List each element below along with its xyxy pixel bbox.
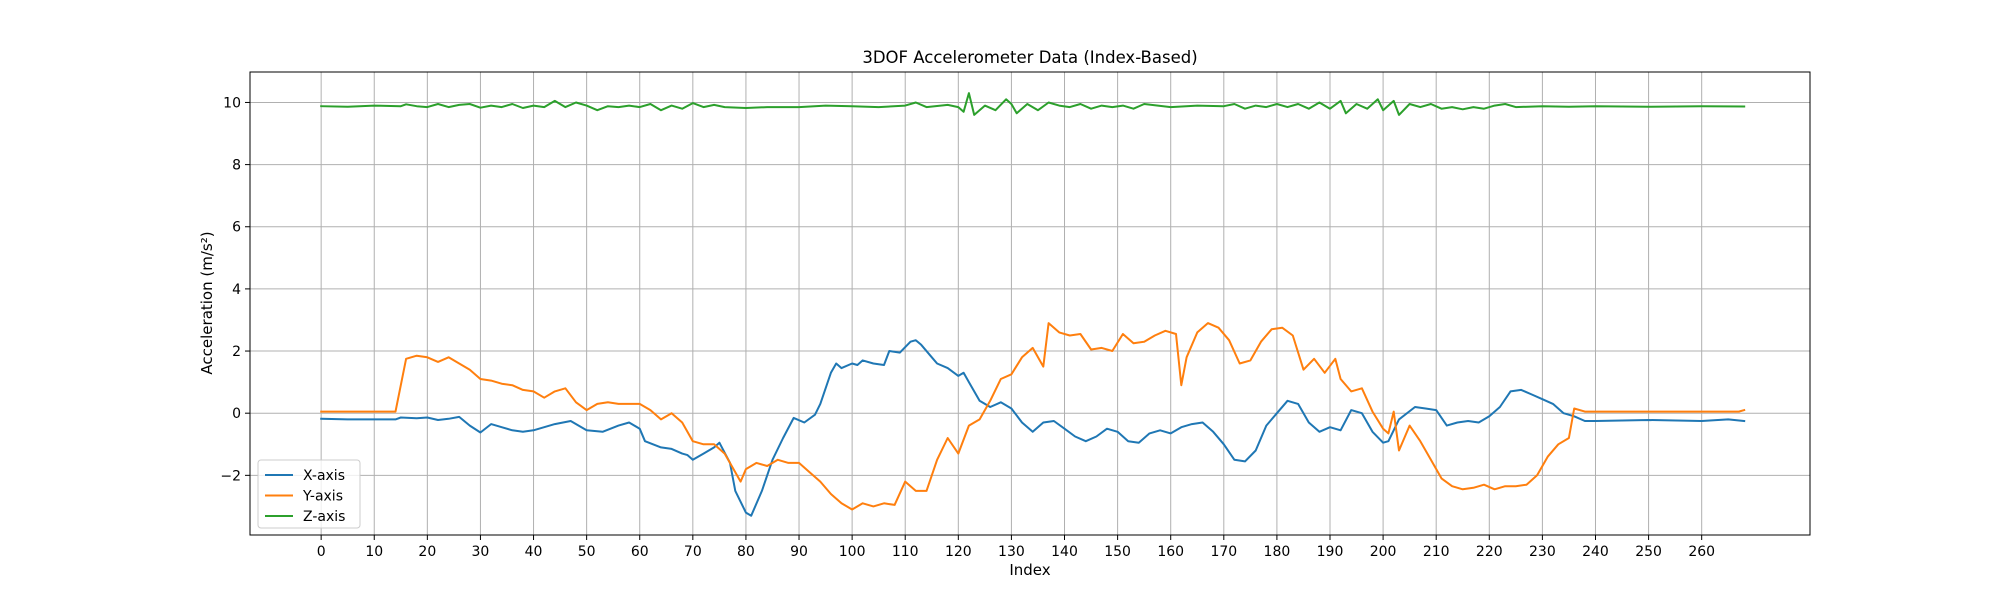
x-axis-label: Index [1009,561,1050,579]
x-tick-label: 40 [525,544,543,560]
legend: X-axis Y-axis Z-axis [257,459,361,529]
series-line-x-axis [320,339,1746,517]
series-line-y-axis [320,322,1746,511]
x-tick-label: 80 [737,544,755,560]
y-axis-label: Acceleration (m/s²) [198,231,216,374]
series-line-z-axis [320,92,1746,116]
x-tick-label: 150 [1104,544,1131,560]
y-tick-label: 2 [232,344,241,360]
x-tick-label: 130 [998,544,1025,560]
legend-box [257,459,361,529]
y-tick-label: 8 [232,158,241,174]
x-tick-label: 230 [1529,544,1556,560]
y-tick-label: −2 [220,468,241,484]
x-tick-label: 140 [1051,544,1078,560]
y-tick-label: 10 [223,95,241,111]
x-tick-label: 70 [684,544,702,560]
axis-ticks: 0 10 20 30 40 50 60 70 80 90 100 110 120 130 140 150 160… [220,95,1715,560]
x-tick-label: 110 [892,544,919,560]
x-tick-label: 60 [631,544,649,560]
x-tick-label: 260 [1688,544,1715,560]
x-tick-label: 10 [365,544,383,560]
x-tick-label: 50 [578,544,596,560]
x-tick-label: 240 [1582,544,1609,560]
x-tick-label: 190 [1317,544,1344,560]
legend-label: Y-axis [302,489,343,505]
legend-label: X-axis [303,468,345,484]
x-tick-label: 200 [1370,544,1397,560]
legend-label: Z-axis [303,509,345,525]
x-tick-label: 120 [945,544,972,560]
grid [250,72,1810,535]
x-tick-label: 0 [317,544,326,560]
x-tick-label: 90 [790,544,808,560]
y-tick-label: 4 [232,282,241,298]
y-tick-label: 0 [232,406,241,422]
x-tick-label: 220 [1476,544,1503,560]
data-series [320,92,1746,517]
y-tick-label: 6 [232,220,241,236]
x-tick-label: 180 [1264,544,1291,560]
chart-title: 3DOF Accelerometer Data (Index-Based) [862,48,1197,67]
x-tick-label: 250 [1635,544,1662,560]
x-tick-label: 170 [1210,544,1237,560]
x-tick-label: 210 [1423,544,1450,560]
x-tick-label: 30 [472,544,490,560]
x-tick-label: 20 [418,544,436,560]
x-tick-label: 160 [1157,544,1184,560]
plot-frame [249,71,1811,536]
x-tick-label: 100 [839,544,866,560]
